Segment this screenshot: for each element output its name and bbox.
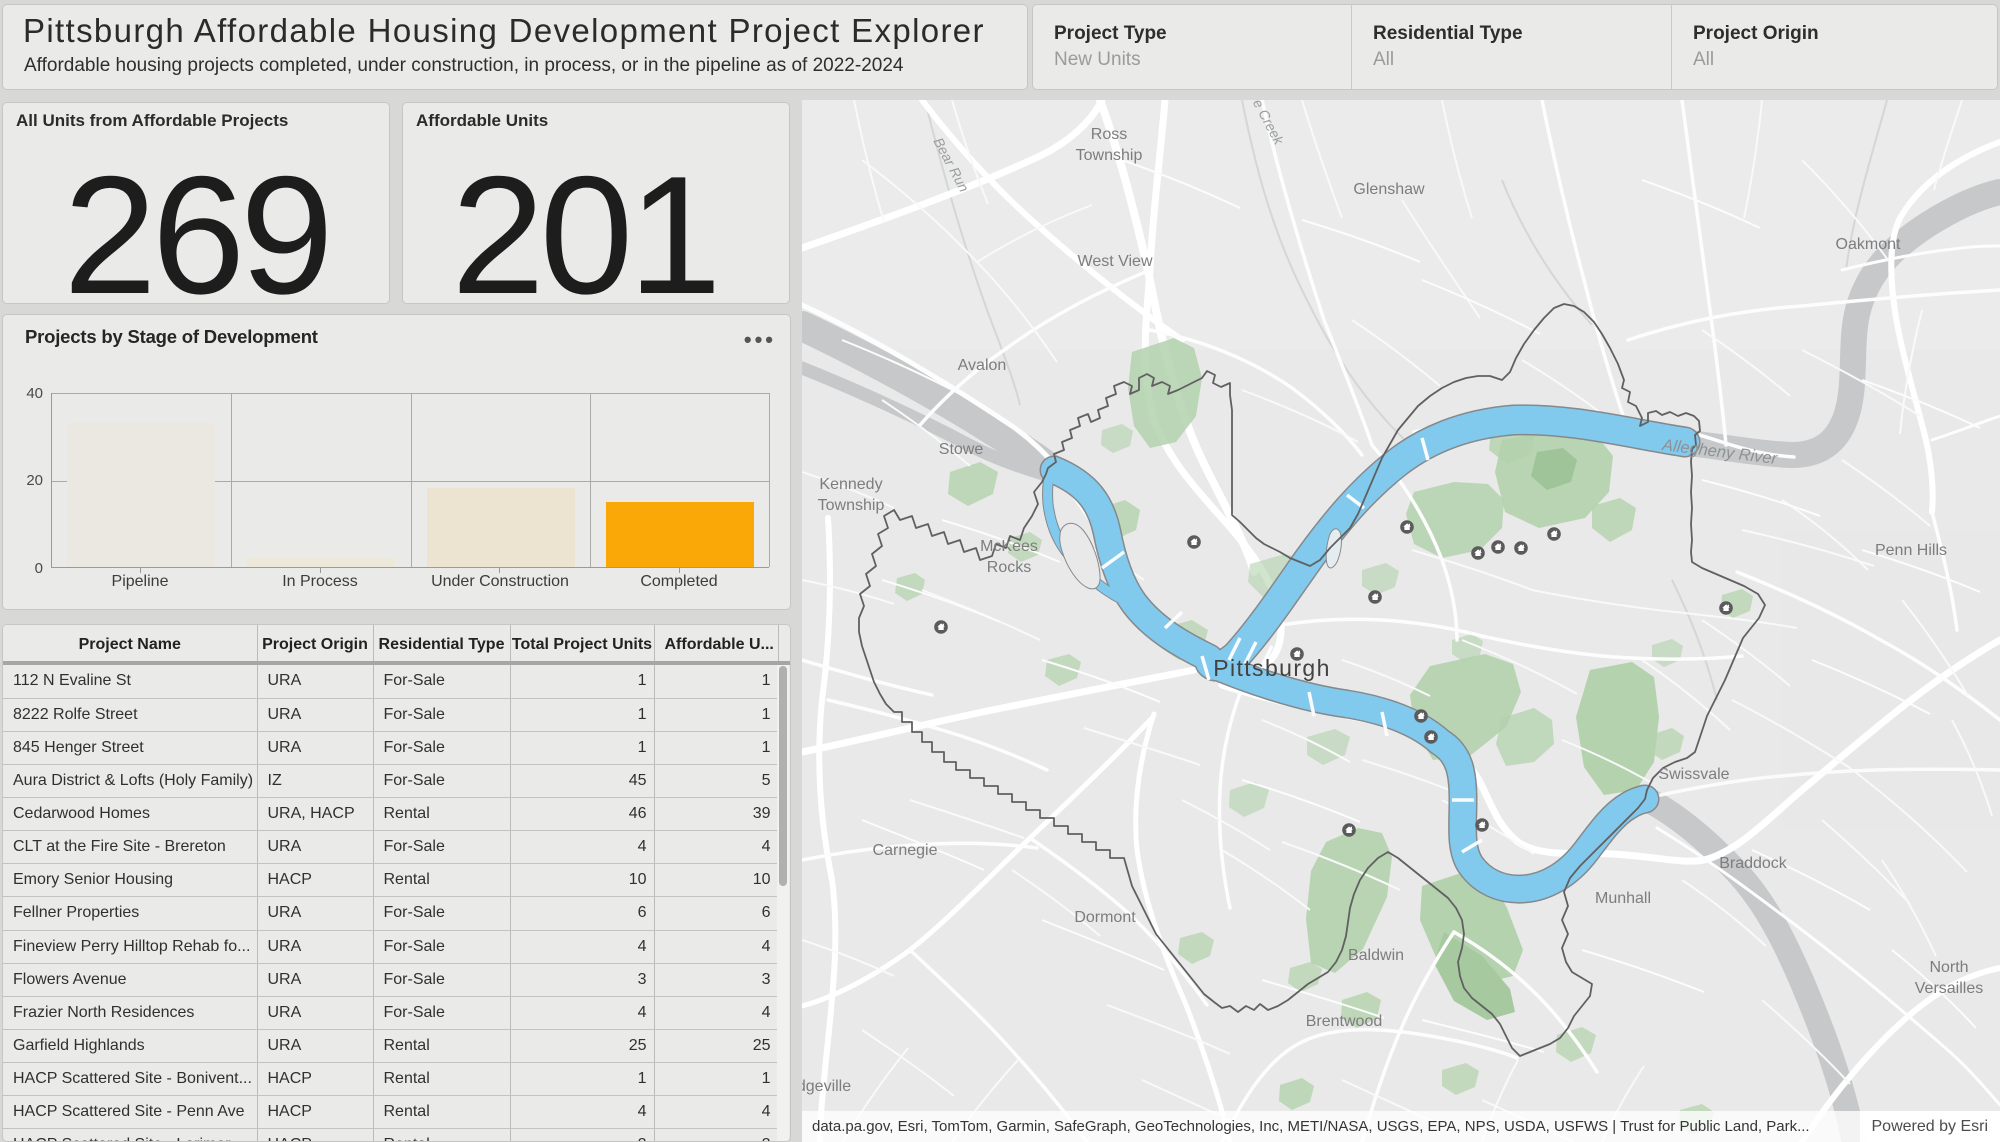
- svg-text:Avalon: Avalon: [958, 357, 1007, 374]
- svg-text:dgeville: dgeville: [802, 1078, 851, 1095]
- svg-text:Brentwood: Brentwood: [1306, 1013, 1383, 1030]
- svg-text:Oakmont: Oakmont: [1836, 236, 1901, 253]
- svg-text:Penn Hills: Penn Hills: [1875, 542, 1947, 559]
- svg-text:Carnegie: Carnegie: [873, 842, 938, 859]
- svg-text:North: North: [1929, 959, 1968, 976]
- svg-text:Braddock: Braddock: [1719, 855, 1788, 872]
- svg-text:Baldwin: Baldwin: [1348, 947, 1404, 964]
- svg-text:Glenshaw: Glenshaw: [1353, 181, 1425, 198]
- svg-text:Kennedy: Kennedy: [819, 476, 882, 493]
- svg-text:Versailles: Versailles: [1915, 980, 1983, 997]
- svg-text:McKees: McKees: [980, 538, 1038, 555]
- svg-text:Dormont: Dormont: [1074, 909, 1136, 926]
- svg-text:Township: Township: [1076, 147, 1143, 164]
- svg-text:Swissvale: Swissvale: [1658, 766, 1729, 783]
- svg-text:Ross: Ross: [1091, 126, 1127, 143]
- svg-text:Stowe: Stowe: [939, 441, 984, 458]
- svg-text:Pittsburgh: Pittsburgh: [1213, 655, 1331, 681]
- svg-text:West View: West View: [1078, 253, 1153, 270]
- svg-text:Township: Township: [818, 497, 885, 514]
- svg-text:Rocks: Rocks: [987, 559, 1031, 576]
- svg-text:Munhall: Munhall: [1595, 890, 1651, 907]
